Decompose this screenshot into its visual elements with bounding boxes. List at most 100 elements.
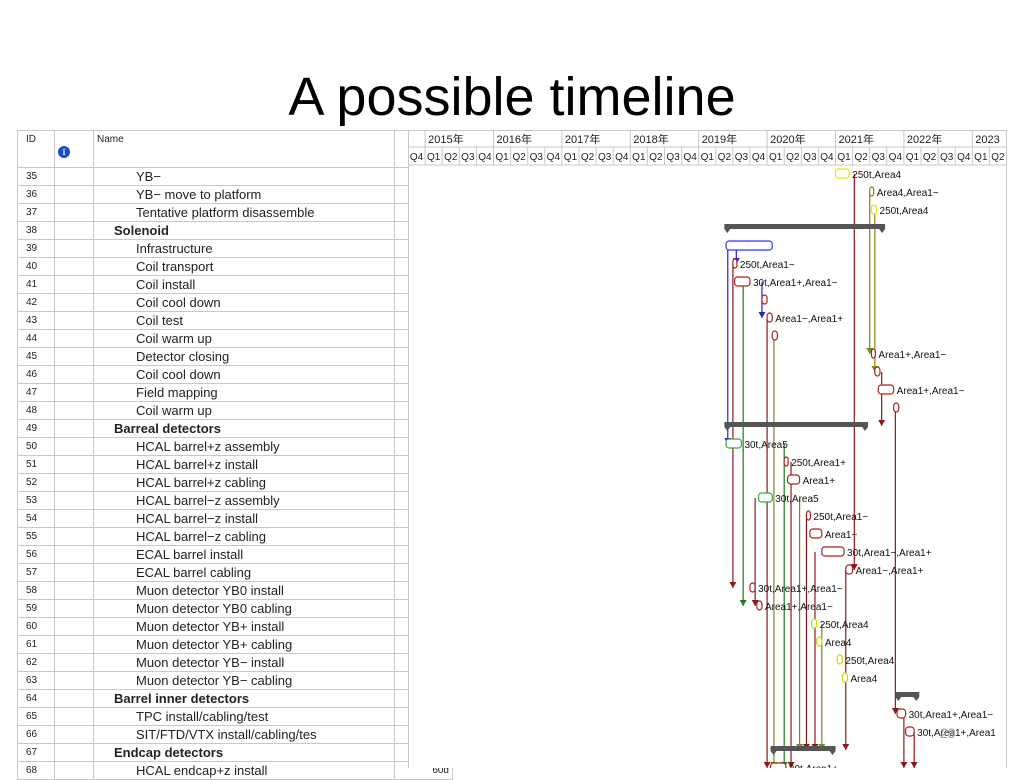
task-bar: [771, 330, 778, 341]
task-name: Coil transport: [93, 257, 395, 276]
task-row[interactable]: 38Solenoid640d: [17, 221, 453, 240]
task-bar: [805, 510, 812, 521]
year-label: 2016年: [497, 132, 532, 146]
task-id: 46: [17, 365, 55, 384]
task-indicator: [54, 257, 94, 276]
task-name: Detector closing: [93, 347, 395, 366]
task-name: YB− move to platform: [93, 185, 395, 204]
dependency-arrow: [787, 762, 795, 768]
task-bar-label: 30t,Area1−,Area1+: [847, 548, 932, 559]
task-name: ECAL barrel install: [93, 545, 395, 564]
task-id: 47: [17, 383, 55, 402]
task-bar-label: 250t,Area4: [820, 620, 869, 631]
task-id: 38: [17, 221, 55, 240]
task-row[interactable]: 68 HCAL endcap+z install 60d: [17, 761, 453, 780]
summary-bar-start-cap: [724, 229, 731, 233]
quarter-label: Q3: [530, 152, 544, 163]
task-name: SIT/FTD/VTX install/cabling/tes: [93, 725, 395, 744]
task-id: 49: [17, 419, 55, 438]
quarter-label: Q2: [786, 152, 800, 163]
task-name: HCAL barrel+z assembly: [93, 437, 395, 456]
task-bar-label: Area1−,Area1+: [775, 314, 843, 325]
task-indicator: [54, 455, 94, 474]
dependency-arrow: [900, 762, 908, 768]
task-bar: [809, 528, 823, 539]
task-name: HCAL barrel+z cabling: [93, 473, 395, 492]
task-bar: [905, 726, 915, 737]
task-bar-label: 30t,Area1+: [789, 764, 838, 768]
task-id: 39: [17, 239, 55, 258]
task-id: 63: [17, 671, 55, 690]
task-id: 55: [17, 527, 55, 546]
task-id: 36: [17, 185, 55, 204]
task-indicator: [54, 473, 94, 492]
task-bar: [734, 276, 751, 287]
task-name: Coil install: [93, 275, 395, 294]
task-bar-label: 30t,Area5: [744, 440, 788, 451]
name-column-header[interactable]: Name: [93, 130, 395, 168]
task-bar-label: Area4,Area1−: [877, 188, 939, 199]
task-bar-label: 30t,Area1+,Area1−: [758, 584, 843, 595]
quarter-label: Q4: [615, 152, 629, 163]
task-indicator: [54, 347, 94, 366]
quarter-label: Q1: [837, 152, 851, 163]
task-name: Muon detector YB− install: [93, 653, 395, 672]
task-id: 67: [17, 743, 55, 762]
task-bar: [874, 366, 881, 377]
task-indicator: [54, 293, 94, 312]
task-name: Tentative platform disassemble: [93, 203, 395, 222]
task-bar: [870, 204, 878, 215]
task-id: 53: [17, 491, 55, 510]
task-indicator: [54, 311, 94, 330]
task-id: 62: [17, 653, 55, 672]
task-indicator: [54, 365, 94, 384]
task-row[interactable]: 39Infrastructure175d: [17, 239, 453, 258]
id-column-header[interactable]: ID: [17, 130, 55, 168]
indicator-column-header[interactable]: i: [54, 130, 94, 168]
task-bar: [869, 186, 875, 197]
dependency-arrow: [729, 582, 737, 588]
quarter-label: Q3: [598, 152, 612, 163]
task-indicator: [54, 383, 94, 402]
task-bar: [893, 402, 900, 413]
chart-frame: [408, 130, 1007, 768]
task-name: Coil test: [93, 311, 395, 330]
task-bar-label: 250t,Area4: [852, 170, 901, 181]
task-bar-label: 30t,Area1+,Area1−: [909, 710, 994, 721]
summary-bar-start-cap: [724, 427, 731, 431]
task-id: 59: [17, 599, 55, 618]
page-number: 29: [940, 725, 956, 741]
task-id: 65: [17, 707, 55, 726]
